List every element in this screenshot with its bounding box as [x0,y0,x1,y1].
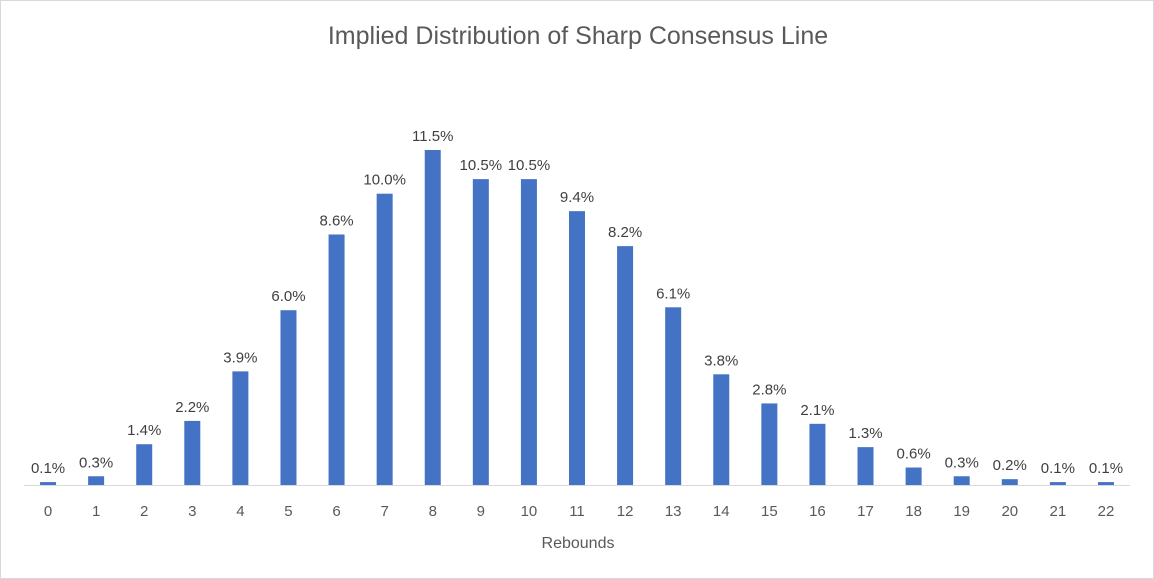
data-label-14: 3.8% [704,352,738,369]
plot-area: 0.1% 0 0.3% 1 1.4% 2 2.2% 3 3.9% 4 6.0% 5 8.6% 6 10.0%… [31,128,1123,520]
x-tick-label-18: 18 [905,503,922,520]
x-tick-label-12: 12 [617,503,634,520]
x-axis-title: Rebounds [542,535,615,552]
data-label-16: 2.1% [800,402,834,419]
bar-20 [1001,479,1018,485]
bar-19 [953,476,970,485]
data-label-20: 0.2% [993,457,1027,474]
x-tick-label-7: 7 [380,503,388,520]
x-tick-label-0: 0 [44,503,52,520]
bar-1 [88,476,105,485]
data-label-3: 2.2% [175,399,209,416]
x-tick-label-11: 11 [569,503,585,520]
bar-2 [136,444,153,485]
bar-16 [809,423,826,485]
bar-17 [857,447,874,485]
x-tick-label-9: 9 [477,503,485,520]
data-label-5: 6.0% [271,288,305,305]
data-label-15: 2.8% [752,381,786,398]
data-label-12: 8.2% [608,224,642,241]
bar-3 [184,420,201,485]
data-label-8: 11.5% [412,128,453,145]
bar-15 [761,403,778,485]
x-tick-label-14: 14 [713,503,730,520]
x-tick-label-3: 3 [188,503,196,520]
bar-6 [328,234,345,485]
bar-4 [232,371,249,485]
data-label-9: 10.5% [460,157,503,174]
x-tick-label-22: 22 [1098,503,1115,520]
bar-0 [40,482,57,485]
data-label-21: 0.1% [1041,460,1075,477]
bar-18 [905,467,922,485]
data-label-17: 1.3% [848,425,882,442]
x-tick-label-17: 17 [857,503,874,520]
data-label-6: 8.6% [319,212,353,229]
data-label-10: 10.5% [508,157,551,174]
x-tick-label-15: 15 [761,503,778,520]
data-label-18: 0.6% [897,446,931,463]
bar-5 [280,310,297,485]
data-label-1: 0.3% [79,454,113,471]
bar-13 [665,307,682,485]
x-tick-label-20: 20 [1001,503,1018,520]
bar-11 [569,211,585,485]
x-tick-label-13: 13 [665,503,682,520]
data-label-19: 0.3% [945,454,979,471]
bar-7 [376,193,393,485]
x-tick-label-10: 10 [521,503,538,520]
x-tick-label-1: 1 [92,503,100,520]
chart-title: Implied Distribution of Sharp Consensus … [328,22,828,50]
data-label-0: 0.1% [31,460,65,477]
x-tick-label-16: 16 [809,503,826,520]
data-label-7: 10.0% [363,172,406,189]
bar-9 [472,179,489,485]
data-label-22: 0.1% [1089,460,1123,477]
bar-12 [617,246,634,485]
bar-14 [713,374,730,485]
x-tick-label-5: 5 [284,503,292,520]
x-tick-label-19: 19 [953,503,970,520]
data-label-11: 9.4% [560,189,594,206]
x-tick-label-21: 21 [1050,503,1067,520]
data-label-2: 1.4% [127,422,161,439]
x-tick-label-8: 8 [429,503,437,520]
x-tick-label-6: 6 [332,503,340,520]
bar-22 [1097,482,1114,485]
bar-10 [520,179,537,485]
bar-8 [424,150,441,485]
x-tick-label-4: 4 [236,503,244,520]
bar-21 [1049,482,1066,485]
x-tick-label-2: 2 [140,503,148,520]
data-label-4: 3.9% [223,349,257,366]
data-label-13: 6.1% [656,285,690,302]
